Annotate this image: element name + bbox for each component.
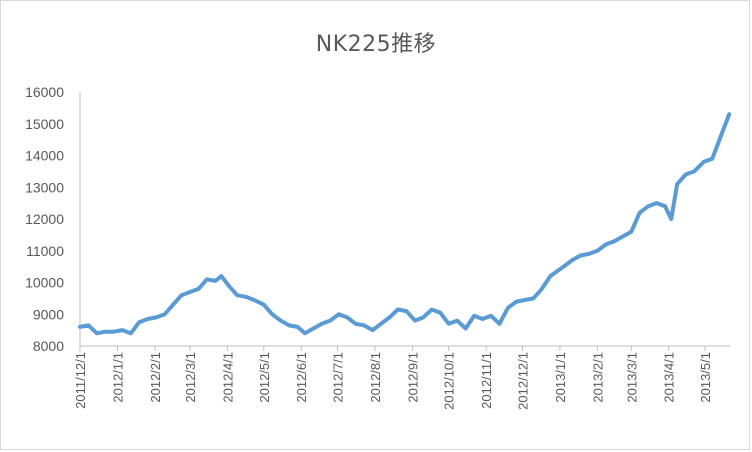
y-tick-label: 12000 — [25, 211, 64, 227]
chart-title: NK225推移 — [315, 32, 437, 57]
y-tick-label: 16000 — [25, 84, 64, 100]
x-tick-label: 2013/1/1 — [553, 352, 568, 403]
x-tick-label: 2012/4/1 — [220, 352, 235, 403]
x-tick-label: 2012/11/1 — [479, 352, 494, 409]
x-tick-label: 2012/10/1 — [442, 352, 457, 410]
x-tick-label: 2012/3/1 — [183, 352, 198, 403]
y-tick-label: 13000 — [25, 179, 64, 195]
x-tick-label: 2013/5/1 — [698, 352, 713, 403]
x-tick-label: 2012/6/1 — [294, 352, 309, 403]
x-tick-label: 2013/4/1 — [662, 352, 677, 403]
y-tick-label: 11000 — [26, 243, 64, 259]
y-tick-label: 14000 — [25, 148, 64, 164]
x-tick-label: 2012/12/1 — [515, 352, 530, 410]
x-tick-label: 2013/3/1 — [624, 352, 639, 403]
x-tick-label: 2012/5/1 — [257, 352, 272, 403]
x-tick-label: 2012/9/1 — [405, 352, 420, 403]
x-tick-label: 2012/7/1 — [330, 352, 345, 403]
y-tick-label: 15000 — [25, 116, 64, 132]
y-tick-label: 9000 — [33, 306, 64, 322]
x-tick-label: 2012/1/1 — [110, 352, 125, 403]
x-tick-label: 2013/2/1 — [590, 352, 605, 403]
x-tick-label: 2012/2/1 — [148, 352, 163, 403]
x-tick-label: 2012/8/1 — [368, 352, 383, 403]
y-tick-label: 8000 — [33, 338, 64, 354]
x-tick-label: 2011/12/1 — [73, 352, 88, 409]
y-tick-label: 10000 — [25, 275, 64, 291]
series-line-nk225 — [78, 112, 732, 336]
